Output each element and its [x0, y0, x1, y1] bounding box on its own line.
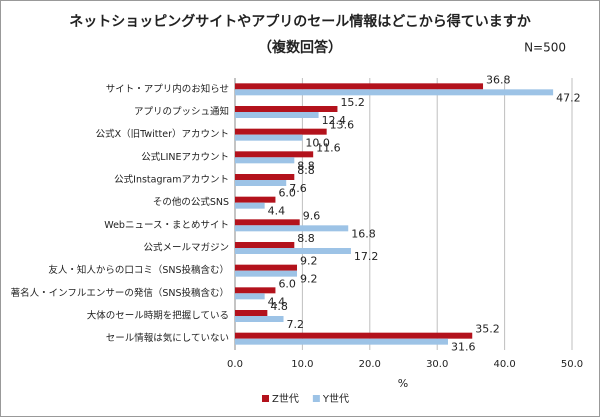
bar — [235, 270, 298, 277]
legend-label: Z世代 — [272, 393, 299, 405]
data-label: 12.4 — [322, 114, 347, 127]
bar — [235, 310, 268, 316]
bar — [235, 89, 554, 96]
y-tick-label: 大体のセール時期を把握している — [87, 310, 229, 322]
legend-label: Y世代 — [322, 393, 349, 405]
data-label: 6.0 — [278, 277, 296, 290]
y-tick-label: 公式Instagramアカウント — [114, 174, 229, 186]
data-label: 10.0 — [305, 137, 330, 150]
bar — [235, 202, 265, 209]
x-tick-label: 40.0 — [493, 359, 515, 370]
data-label: 8.8 — [297, 159, 315, 172]
x-tick-label: 0.0 — [227, 359, 243, 370]
data-label: 7.6 — [289, 182, 307, 195]
data-label: 8.8 — [297, 164, 315, 177]
bar — [235, 338, 448, 345]
data-label: 9.2 — [300, 255, 318, 268]
y-tick-label: 公式メールマガジン — [143, 242, 229, 254]
bar — [235, 293, 265, 300]
x-tick-label: 10.0 — [291, 359, 313, 370]
bar — [235, 332, 473, 339]
data-label: 9.2 — [300, 273, 318, 286]
bar — [235, 287, 276, 294]
data-label: 36.8 — [486, 73, 511, 86]
data-label: 4.4 — [268, 205, 286, 218]
legend-swatch — [262, 395, 269, 402]
y-tick-label: アプリのプッシュ通知 — [134, 106, 229, 118]
bar — [235, 157, 295, 164]
legend-swatch — [312, 395, 320, 402]
bar — [235, 316, 284, 322]
data-label: 35.2 — [475, 323, 500, 336]
bar — [235, 112, 319, 118]
bar — [235, 248, 351, 254]
bar — [235, 264, 298, 271]
data-label: 11.6 — [316, 141, 341, 154]
data-label: 31.6 — [451, 341, 476, 354]
y-tick-label: 著名人・インフルエンサーの発信（SNS投稿含む） — [11, 287, 229, 299]
bar — [235, 134, 303, 141]
data-label: 16.8 — [351, 227, 376, 240]
x-axis-label: % — [398, 377, 408, 390]
data-label: 13.6 — [330, 119, 355, 132]
bar — [235, 106, 338, 112]
data-label: 8.8 — [297, 232, 315, 245]
x-tick-label: 30.0 — [426, 359, 448, 370]
bar — [235, 151, 314, 158]
y-tick-label: セール情報は気にしていない — [106, 332, 229, 344]
bar — [235, 219, 300, 226]
data-label: 4.4 — [268, 295, 286, 308]
data-label: 9.6 — [303, 209, 321, 222]
bar — [235, 225, 349, 232]
y-tick-label: Webニュース・まとめサイト — [104, 220, 229, 231]
data-label: 47.2 — [556, 91, 581, 104]
data-label: 7.2 — [287, 318, 305, 331]
bar — [235, 128, 327, 135]
y-tick-label: 公式LINEアカウント — [141, 151, 229, 163]
bar — [235, 174, 295, 180]
bar — [235, 83, 484, 90]
y-tick-label: 友人・知人からの口コミ（SNS投稿含む） — [48, 264, 229, 276]
x-tick-label: 20.0 — [359, 359, 381, 370]
note: N=500 — [524, 41, 566, 55]
bar — [235, 242, 295, 248]
bar — [235, 180, 287, 186]
chart-subtitle: （複数回答） — [258, 39, 342, 56]
y-tick-label: その他の公式SNS — [153, 196, 229, 208]
data-label: 4.8 — [270, 300, 288, 313]
x-tick-label: 50.0 — [561, 359, 583, 370]
data-label: 17.2 — [354, 250, 379, 263]
data-label: 6.0 — [278, 187, 296, 200]
bar — [235, 196, 276, 203]
data-label: 15.2 — [340, 96, 365, 109]
chart-title: ネットショッピングサイトやアプリのセール情報はどこから得ていますか — [69, 13, 531, 30]
y-tick-label: サイト・アプリ内のお知らせ — [106, 83, 229, 95]
y-tick-label: 公式X（旧Twitter）アカウント — [96, 128, 229, 140]
